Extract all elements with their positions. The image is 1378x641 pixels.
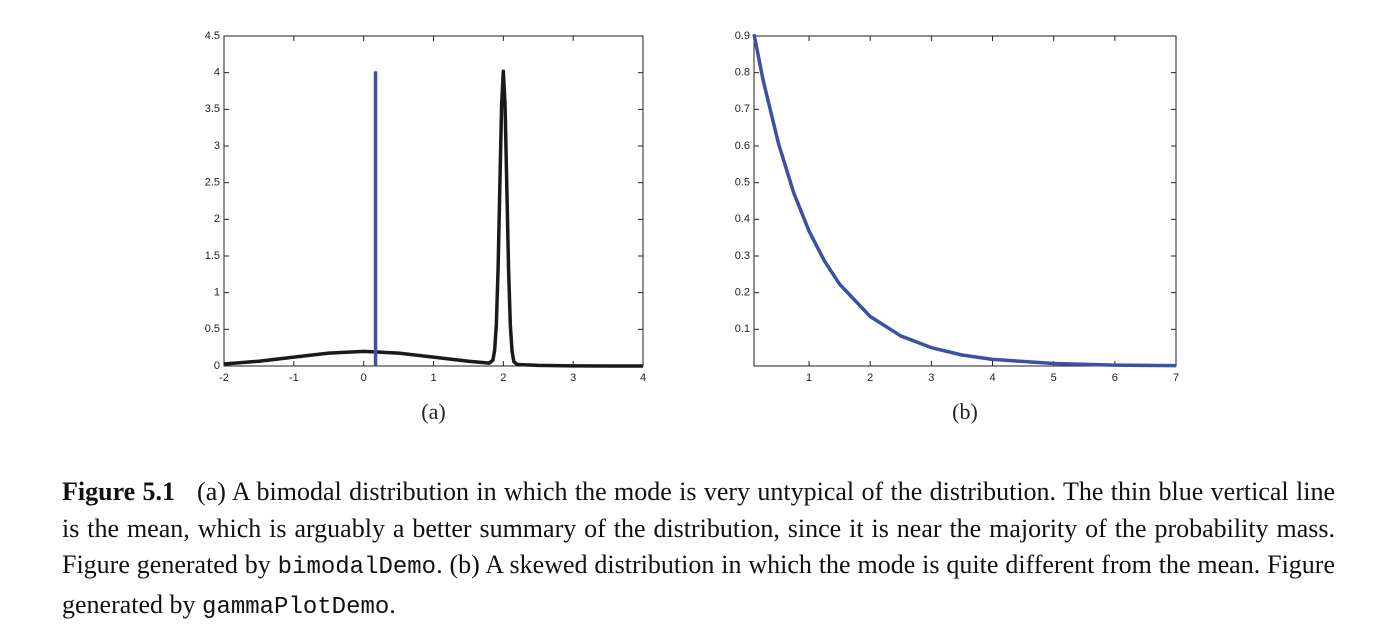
x-tick-label: -2 [219, 372, 229, 384]
y-tick-label: 0.5 [205, 323, 220, 335]
code-name: gammaPlotDemo [202, 593, 390, 621]
plot-frame [223, 35, 644, 367]
x-tick-label: 4 [989, 372, 995, 384]
code-name: bimodalDemo [277, 554, 437, 581]
x-tick-label: 4 [640, 372, 646, 384]
x-tick-label: 3 [928, 372, 934, 384]
y-tick-label: 1.5 [205, 250, 220, 262]
y-tick-label: 0.3 [735, 250, 750, 262]
x-tick-label: -1 [289, 372, 299, 384]
y-tick-label: 0 [214, 360, 220, 372]
caption: Figure 5.1 (a) A bimodal distribution in … [62, 474, 1335, 626]
y-tick-label: 3.5 [205, 103, 220, 115]
caption-label: Figure 5.1 [62, 477, 176, 506]
data-line [223, 69, 644, 368]
subplot-label: (b) [952, 399, 978, 424]
caption-text: (a) A bimodal distribution in which the … [62, 477, 1335, 579]
x-tick-label: 3 [570, 372, 576, 384]
x-tick-label: 1 [806, 372, 812, 384]
figure: 0 0.5 1 1.5 2 2.5 3 3.5 4 4.5 -2 -1 0 1 2 3 4 (a) 0.1 0.2 0.… [205, 30, 1179, 424]
caption-text: . [389, 589, 396, 619]
y-tick-label: 3 [214, 140, 220, 152]
x-tick-label: 0 [361, 372, 367, 384]
y-tick-label: 0.2 [735, 287, 750, 299]
x-tick-label: 6 [1112, 372, 1118, 384]
data-line [752, 33, 1177, 368]
x-tick-label: 5 [1051, 372, 1057, 384]
y-tick-label: 2.5 [205, 177, 220, 189]
x-tick-label: 1 [430, 372, 436, 384]
y-tick-label: 0.1 [735, 323, 750, 335]
y-tick-label: 0.8 [735, 67, 750, 79]
x-tick-label: 2 [500, 372, 506, 384]
y-tick-label: 0.9 [735, 30, 750, 42]
x-tick-label: 2 [867, 372, 873, 384]
plot-frame [753, 35, 1177, 367]
y-tick-label: 0.7 [735, 103, 750, 115]
y-tick-label: 0.6 [735, 140, 750, 152]
y-tick-label: 4.5 [205, 30, 220, 42]
y-tick-label: 0.4 [735, 213, 750, 225]
caption-text: . (b) A skewed distribution in which the… [62, 550, 1335, 619]
y-tick-label: 1 [214, 287, 220, 299]
y-tick-label: 4 [214, 67, 220, 79]
caption-body: (a) A bimodal distribution in which the … [62, 477, 1335, 621]
subplot-label: (a) [421, 399, 445, 424]
x-tick-label: 7 [1173, 372, 1179, 384]
y-tick-label: 0.5 [735, 177, 750, 189]
y-tick-label: 2 [214, 213, 220, 225]
